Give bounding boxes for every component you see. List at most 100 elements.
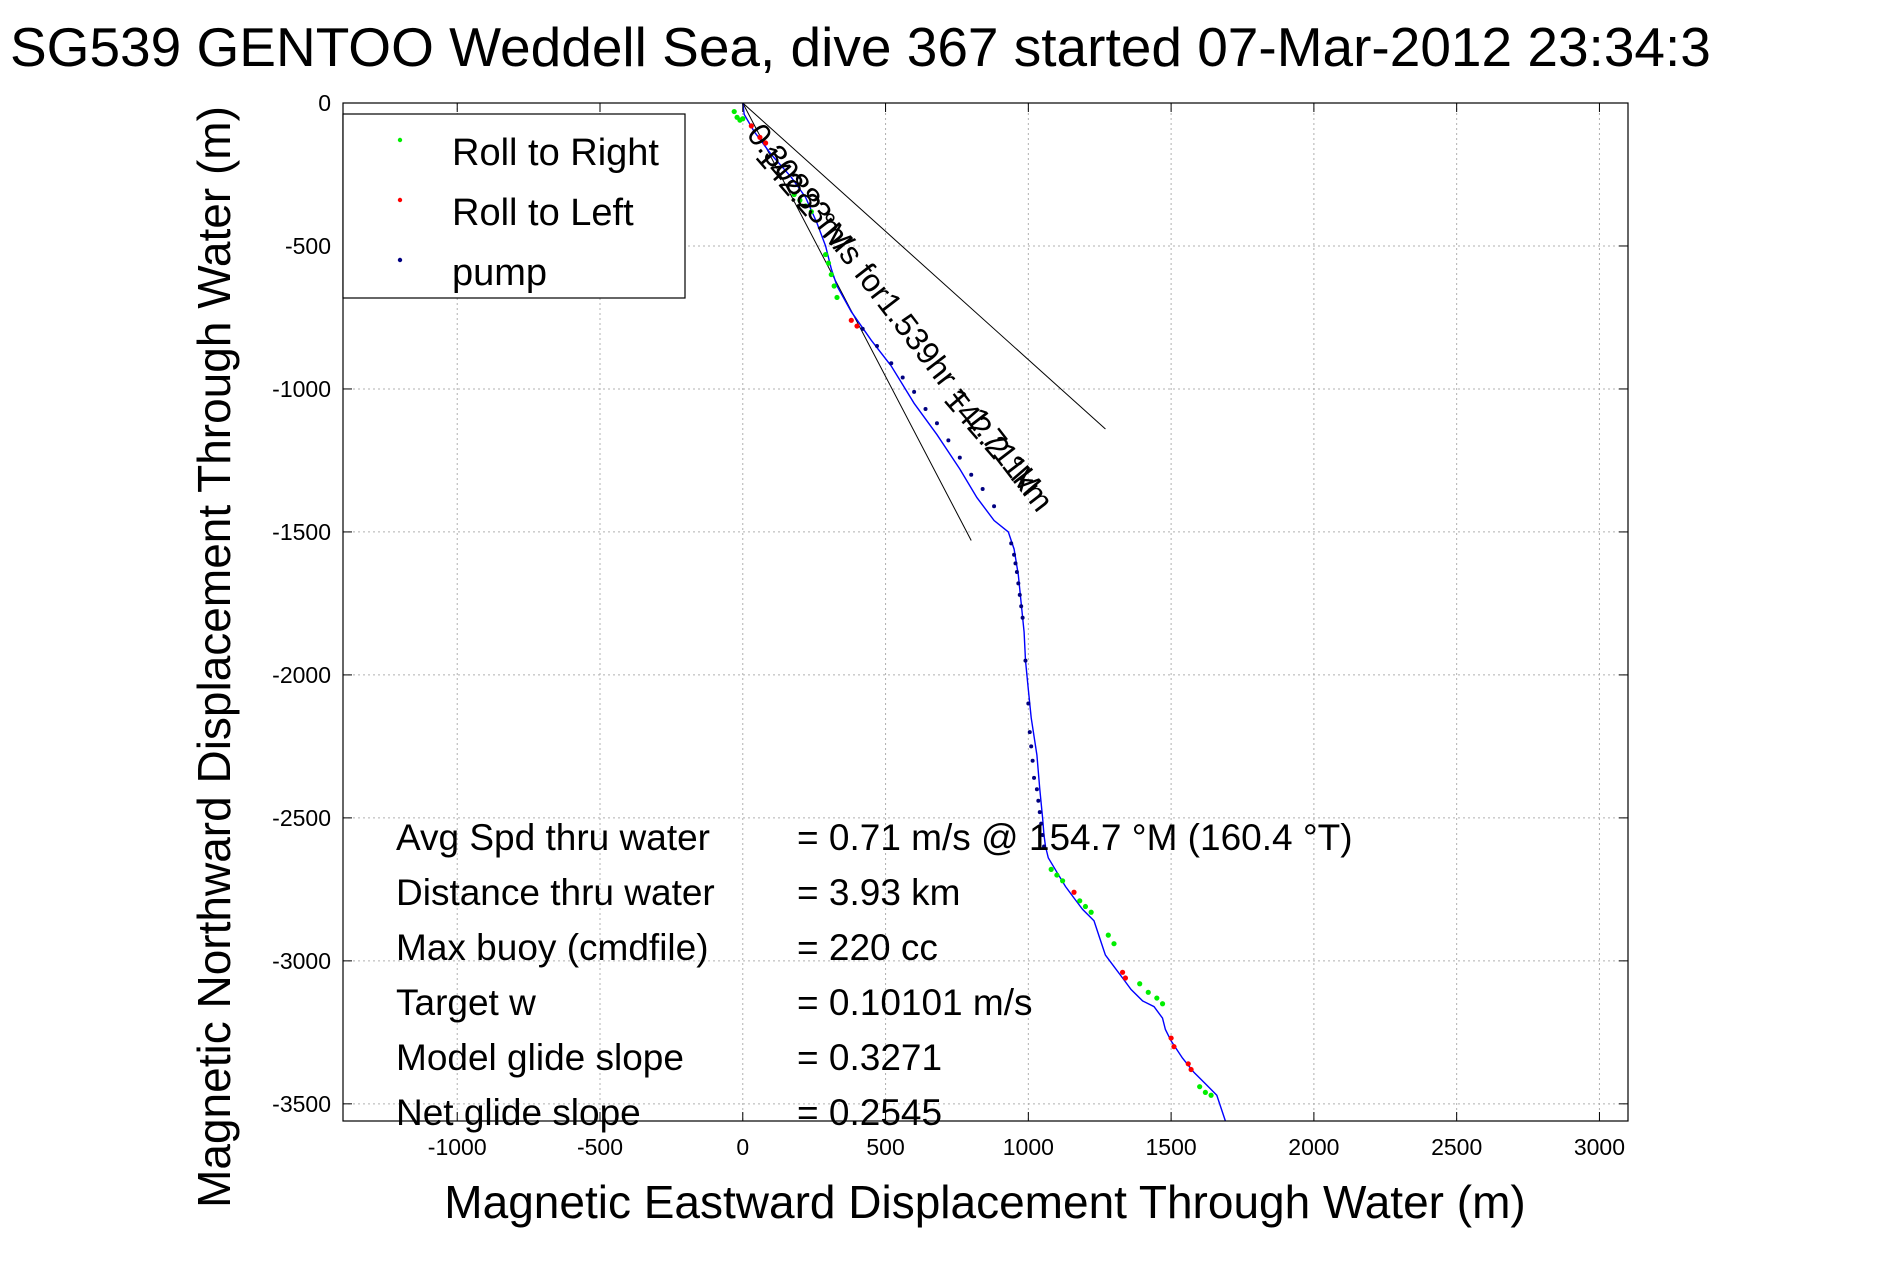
point-roll-to-left	[854, 323, 860, 329]
x-tick-label: 1000	[1003, 1134, 1054, 1160]
point-roll-to-left	[748, 123, 754, 129]
series-layer	[731, 102, 1227, 1122]
stat-label: Model glide slope	[396, 1037, 684, 1078]
point-roll-to-right	[740, 116, 746, 122]
reference-lines	[742, 102, 1106, 541]
x-tick-label: 0	[736, 1134, 749, 1160]
point-roll-to-right	[1111, 941, 1117, 947]
point-pump	[912, 389, 917, 394]
y-axis-label: Magnetic Northward Displacement Through …	[188, 106, 240, 1208]
y-tick-label: -3500	[272, 1091, 331, 1117]
x-axis-label: Magnetic Eastward Displacement Through W…	[444, 1176, 1525, 1228]
chart-title: SG539 GENTOO Weddell Sea, dive 367 start…	[10, 16, 1711, 78]
x-tick-label: 3000	[1574, 1134, 1625, 1160]
point-roll-to-right	[1088, 909, 1094, 915]
series-track-line	[742, 102, 1227, 1122]
point-roll-to-right	[1077, 898, 1083, 904]
point-pump	[1036, 798, 1041, 803]
y-tick-label: -500	[285, 233, 331, 259]
y-tick-label: -2000	[272, 662, 331, 688]
legend-marker-pump	[397, 257, 403, 263]
stat-value: = 3.93 km	[797, 872, 961, 913]
stat-label: Distance thru water	[396, 872, 715, 913]
point-pump	[1042, 844, 1047, 849]
point-pump	[889, 361, 894, 366]
point-roll-to-right	[1060, 878, 1066, 884]
point-pump	[992, 504, 997, 509]
point-pump	[957, 455, 962, 460]
point-roll-to-left	[1122, 975, 1129, 981]
point-pump	[1027, 730, 1032, 735]
point-roll-to-left	[1188, 1066, 1194, 1073]
legend-box	[342, 113, 686, 299]
point-pump	[874, 344, 879, 349]
stats-block: Avg Spd thru water = 0.71 m/s @ 154.7 °M …	[396, 817, 1353, 1133]
point-pump	[980, 487, 985, 492]
leg-line-2	[742, 102, 972, 541]
point-roll-to-left	[1171, 1044, 1177, 1050]
point-roll-to-right	[1105, 932, 1111, 938]
point-pump	[1030, 758, 1035, 763]
stat-label: Avg Spd thru water	[396, 817, 710, 858]
stat-value: = 0.3271	[797, 1037, 942, 1078]
point-pump	[1017, 592, 1022, 597]
stat-label: Max buoy (cmdfile)	[396, 927, 709, 968]
legend-label-pump: pump	[452, 252, 547, 294]
point-roll-to-right	[1137, 981, 1143, 987]
x-tick-label: 500	[866, 1134, 904, 1160]
y-tick-label: -3000	[272, 948, 331, 974]
point-pump	[1039, 821, 1044, 826]
stat-value: = 0.10101 m/s	[797, 982, 1033, 1023]
plot-frame	[342, 102, 1629, 1122]
point-pump	[1023, 658, 1028, 663]
point-roll-to-right	[803, 203, 809, 209]
point-roll-to-right	[1159, 1001, 1166, 1007]
y-tick-label: -1500	[272, 519, 331, 545]
legend-marker-roll-to-right	[397, 137, 403, 143]
point-pump	[1019, 604, 1024, 609]
legend-label-roll-to-right: Roll to Right	[452, 132, 659, 174]
point-roll-to-right	[1154, 995, 1160, 1001]
point-pump	[1020, 615, 1025, 620]
point-pump	[900, 375, 905, 380]
stat-value: = 0.71 m/s @ 154.7 °M (160.4 °T)	[797, 817, 1353, 858]
x-tick-label: 2000	[1288, 1134, 1339, 1160]
legend-items: Roll to Right Roll to Left pump	[397, 132, 659, 294]
point-pump	[946, 438, 951, 443]
point-pump	[1032, 775, 1037, 780]
y-tick-label: 0	[318, 90, 331, 116]
point-roll-to-right	[1145, 989, 1151, 995]
point-roll-to-left	[757, 134, 763, 140]
point-roll-to-right	[1082, 903, 1089, 910]
point-roll-to-right	[731, 108, 737, 115]
x-tick-label: 1500	[1146, 1134, 1197, 1160]
point-pump	[1014, 569, 1019, 574]
point-roll-to-right	[1054, 872, 1060, 878]
ticks: -1000 -500 0 500 1000 1500 2000 2500 3000 0 -500 -1…	[272, 90, 1628, 1160]
point-pump	[1037, 810, 1042, 815]
point-roll-to-right	[831, 283, 837, 289]
point-pump	[1012, 552, 1017, 557]
point-roll-to-right	[1048, 866, 1054, 872]
point-pump	[1016, 581, 1021, 586]
point-roll-to-right	[1197, 1084, 1203, 1090]
point-roll-to-left	[1168, 1035, 1174, 1041]
point-pump	[1009, 541, 1014, 546]
legend: Roll to Right Roll to Left pump	[342, 113, 686, 299]
point-roll-to-right	[828, 271, 834, 278]
stat-label: Net glide slope	[396, 1092, 641, 1133]
point-roll-to-right	[1202, 1089, 1208, 1096]
point-roll-to-left	[848, 317, 854, 323]
point-roll-to-right	[808, 209, 814, 215]
point-pump	[860, 326, 865, 331]
point-roll-to-left	[1071, 889, 1077, 895]
point-pump	[1013, 561, 1018, 566]
point-pump	[934, 421, 939, 426]
point-roll-to-left	[1185, 1061, 1191, 1067]
point-roll-to-right	[825, 260, 832, 266]
y-tick-label: -2500	[272, 805, 331, 831]
x-tick-label: -1000	[428, 1134, 487, 1160]
x-tick-label: 2500	[1431, 1134, 1482, 1160]
point-pump	[1040, 833, 1045, 838]
